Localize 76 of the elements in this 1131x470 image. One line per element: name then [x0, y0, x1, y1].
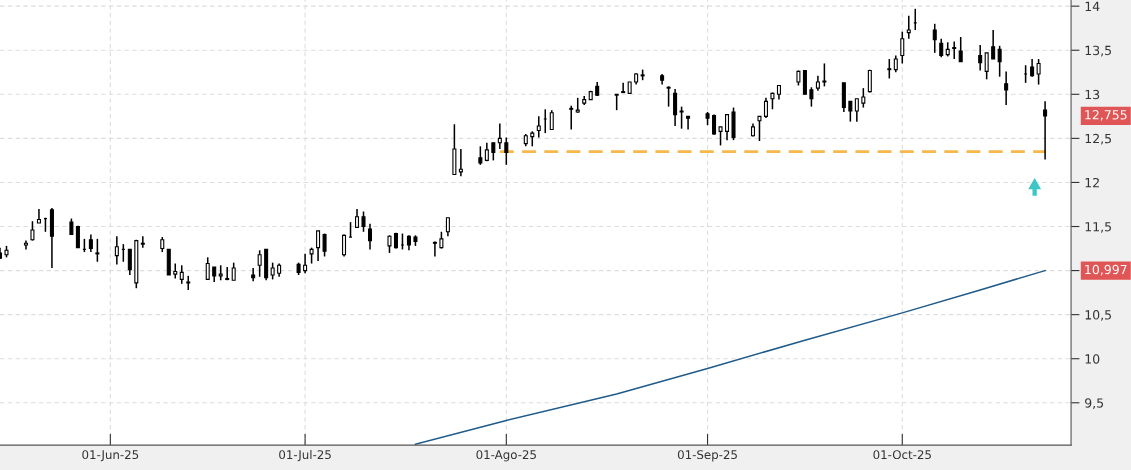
candlestick: [257, 249, 262, 278]
candlestick: [666, 85, 671, 108]
candlestick: [127, 248, 132, 276]
y-tick-label: 13,5: [1085, 45, 1111, 57]
candlestick: [36, 208, 41, 224]
candlestick: [686, 115, 691, 131]
candlestick: [497, 122, 502, 150]
candlestick: [978, 44, 983, 72]
x-tick-label: 01-Oct-25: [873, 450, 931, 460]
candlestick: [205, 256, 210, 281]
candlestick: [504, 136, 509, 166]
candlestick: [458, 148, 463, 178]
candlestick: [854, 97, 859, 123]
candlestick: [140, 235, 145, 249]
candlestick: [822, 62, 827, 88]
candlestick: [997, 45, 1002, 78]
candlestick: [718, 126, 723, 147]
candlestick: [361, 210, 366, 233]
candlestick: [173, 262, 178, 280]
candlestick: [1036, 58, 1041, 86]
candlestick: [478, 145, 483, 166]
x-tick-label: 01-Sep-25: [677, 450, 737, 462]
candlestick: [621, 82, 626, 94]
candlestick: [367, 223, 373, 251]
candlestick: [673, 88, 678, 127]
candlestick: [432, 240, 437, 258]
candlestick: [445, 216, 450, 237]
candlestick: [186, 275, 191, 291]
candlestick: [802, 69, 807, 96]
candlestick: [303, 253, 308, 274]
candlestick: [861, 87, 866, 109]
candlestick: [679, 105, 684, 130]
candlestick: [569, 104, 574, 131]
x-tick-label: 01-Jun-25: [82, 450, 139, 462]
y-tick-label: 10: [1085, 354, 1100, 364]
candlestick: [900, 30, 905, 65]
y-tick-label: 9,5: [1085, 398, 1104, 409]
candlestick: [932, 23, 937, 54]
candlestick: [887, 58, 892, 80]
candlestick: [549, 109, 554, 131]
candlestick: [1004, 70, 1009, 106]
candlestick: [939, 38, 944, 59]
candlestick: [848, 100, 853, 123]
candlestick: [913, 8, 918, 31]
candlestick: [95, 238, 100, 263]
candlestick: [536, 115, 541, 139]
candlestick: [991, 29, 996, 60]
candlestick: [316, 230, 321, 262]
line-series: [414, 269, 1046, 445]
candlestick: [342, 233, 347, 258]
candlestick: [757, 115, 762, 142]
candlestick: [984, 52, 989, 81]
candlestick: [355, 208, 360, 229]
y-tick-label: 12,5: [1085, 133, 1111, 145]
x-tick-label: 01-Ago-25: [476, 450, 536, 462]
y-tick-label: 11,5: [1085, 222, 1111, 233]
candlestick: [809, 86, 814, 108]
candlestick: [225, 266, 230, 282]
text: 12,755: [1085, 110, 1127, 121]
candlestick: [543, 108, 548, 134]
candlestick: [952, 40, 957, 60]
candlestick: [906, 15, 911, 40]
candlestick: [1043, 100, 1048, 161]
candlestick: [114, 235, 119, 266]
candlestick: [725, 113, 730, 141]
candlestick: [179, 264, 184, 285]
text: 10,997: [1085, 264, 1127, 276]
y-tick-label: 13: [1085, 89, 1100, 100]
y-tick-label: 14: [1085, 1, 1100, 11]
candlestick: [30, 220, 35, 242]
candlestick: [958, 36, 963, 63]
candlestick: [251, 267, 256, 282]
y-tick-label: 12: [1085, 177, 1099, 188]
candlestick: [763, 97, 768, 119]
x-tick-label: 01-Jul-25: [279, 449, 331, 462]
y-tick-label: 10,5: [1085, 310, 1111, 321]
